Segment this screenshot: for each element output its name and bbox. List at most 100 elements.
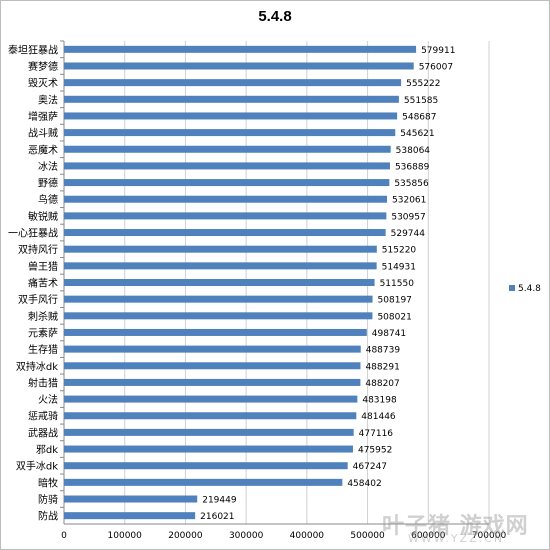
bar	[64, 295, 373, 303]
bar	[64, 112, 398, 120]
x-tick-label: 600000	[411, 531, 446, 541]
data-label: 551585	[404, 96, 438, 106]
bar	[64, 212, 387, 220]
bar	[64, 495, 198, 503]
watermark-logo-text: 叶子猪 游戏网	[382, 514, 529, 539]
data-label: 488207	[365, 379, 399, 389]
data-label: 511550	[380, 279, 415, 289]
data-label: 219449	[202, 496, 237, 506]
data-label: 579911	[421, 46, 455, 56]
category-label: 赛梦德	[28, 60, 58, 73]
data-label: 498741	[372, 329, 406, 339]
category-label: 生存猎	[28, 343, 58, 356]
category-label: 野德	[38, 177, 58, 190]
bar	[64, 262, 377, 270]
category-label: 暗牧	[38, 476, 58, 489]
data-label: 481446	[361, 412, 396, 422]
category-label: 双持冰dk	[16, 360, 58, 373]
category-label: 战斗贼	[28, 127, 58, 140]
bar	[64, 79, 402, 87]
category-label: 武器战	[28, 426, 58, 439]
data-label: 477116	[359, 429, 394, 439]
category-label: 恶魔术	[28, 143, 58, 156]
data-label: 576007	[419, 62, 453, 72]
category-label: 射击猎	[28, 376, 58, 389]
category-label: 双持风行	[18, 243, 58, 256]
data-label: 538064	[396, 146, 431, 156]
category-label: 泰坦狂暴战	[8, 43, 58, 56]
bar	[64, 229, 386, 237]
bar	[64, 345, 361, 353]
category-label: 刺杀贼	[28, 310, 58, 323]
bar	[64, 412, 357, 420]
category-label: 火法	[38, 393, 58, 406]
category-label: 防骑	[38, 493, 58, 506]
data-label: 529744	[391, 229, 426, 239]
bar	[64, 95, 399, 103]
bar	[64, 378, 361, 386]
category-label: 防战	[38, 510, 58, 523]
bar	[64, 279, 375, 286]
bar	[64, 478, 343, 486]
category-label: 增强萨	[28, 110, 58, 123]
data-label: 467247	[353, 462, 387, 472]
data-label: 508021	[377, 312, 411, 322]
bar	[64, 129, 396, 137]
category-label: 邪dk	[36, 444, 58, 456]
legend-label: 5.4.8	[518, 284, 541, 294]
data-label: 555222	[406, 79, 440, 89]
category-label: 一心狂暴战	[8, 228, 58, 240]
x-tick-label: 0	[61, 531, 67, 541]
x-tick-label: 200000	[168, 531, 203, 541]
data-label: 536889	[395, 162, 430, 172]
bar	[64, 445, 353, 453]
category-label: 双手冰dk	[16, 460, 58, 473]
data-label: 508197	[378, 296, 412, 306]
bar	[64, 462, 348, 470]
x-tick-label: 500000	[350, 531, 385, 541]
watermark-url: WWW.YZZ.CN	[408, 532, 505, 545]
data-label: 530957	[391, 212, 425, 222]
bar	[64, 428, 354, 436]
bar	[64, 512, 196, 520]
data-label: 488739	[366, 346, 401, 356]
data-label: 488291	[365, 362, 399, 372]
bar	[64, 195, 388, 203]
bar	[64, 179, 390, 187]
chart-title: 5.4.8	[258, 8, 292, 25]
x-tick-label: 400000	[290, 531, 325, 541]
category-label: 痛苦术	[28, 277, 58, 290]
category-label: 惩戒骑	[28, 410, 58, 423]
data-label: 535856	[394, 179, 429, 189]
data-label: 458402	[347, 479, 381, 489]
category-label: 毁灭术	[28, 78, 58, 90]
legend-swatch	[509, 285, 515, 291]
bar	[64, 362, 361, 370]
bar	[64, 62, 414, 70]
bar	[64, 145, 391, 153]
category-label: 元素萨	[28, 326, 58, 339]
category-label: 冰法	[38, 160, 58, 173]
data-label: 548687	[402, 112, 436, 122]
x-tick-label: 100000	[108, 531, 143, 541]
category-label: 兽王猎	[28, 260, 58, 273]
watermark: 叶子猪 游戏网 WWW.YZZ.CN	[382, 508, 532, 545]
bar	[64, 312, 373, 320]
bar	[64, 162, 390, 170]
category-label: 鸟德	[38, 193, 58, 206]
data-label: 483198	[362, 396, 397, 406]
bar	[64, 245, 377, 253]
x-tick-label: 300000	[229, 531, 264, 541]
data-label: 514931	[382, 262, 416, 272]
data-label: 216021	[200, 512, 234, 522]
bar	[64, 395, 358, 403]
category-label: 奥法	[38, 93, 58, 106]
data-label: 475952	[358, 446, 392, 456]
bar	[64, 328, 367, 336]
category-label: 双手风行	[18, 293, 58, 306]
bar	[64, 45, 417, 53]
category-label: 敏锐贼	[28, 210, 58, 223]
data-label: 515220	[382, 246, 417, 256]
